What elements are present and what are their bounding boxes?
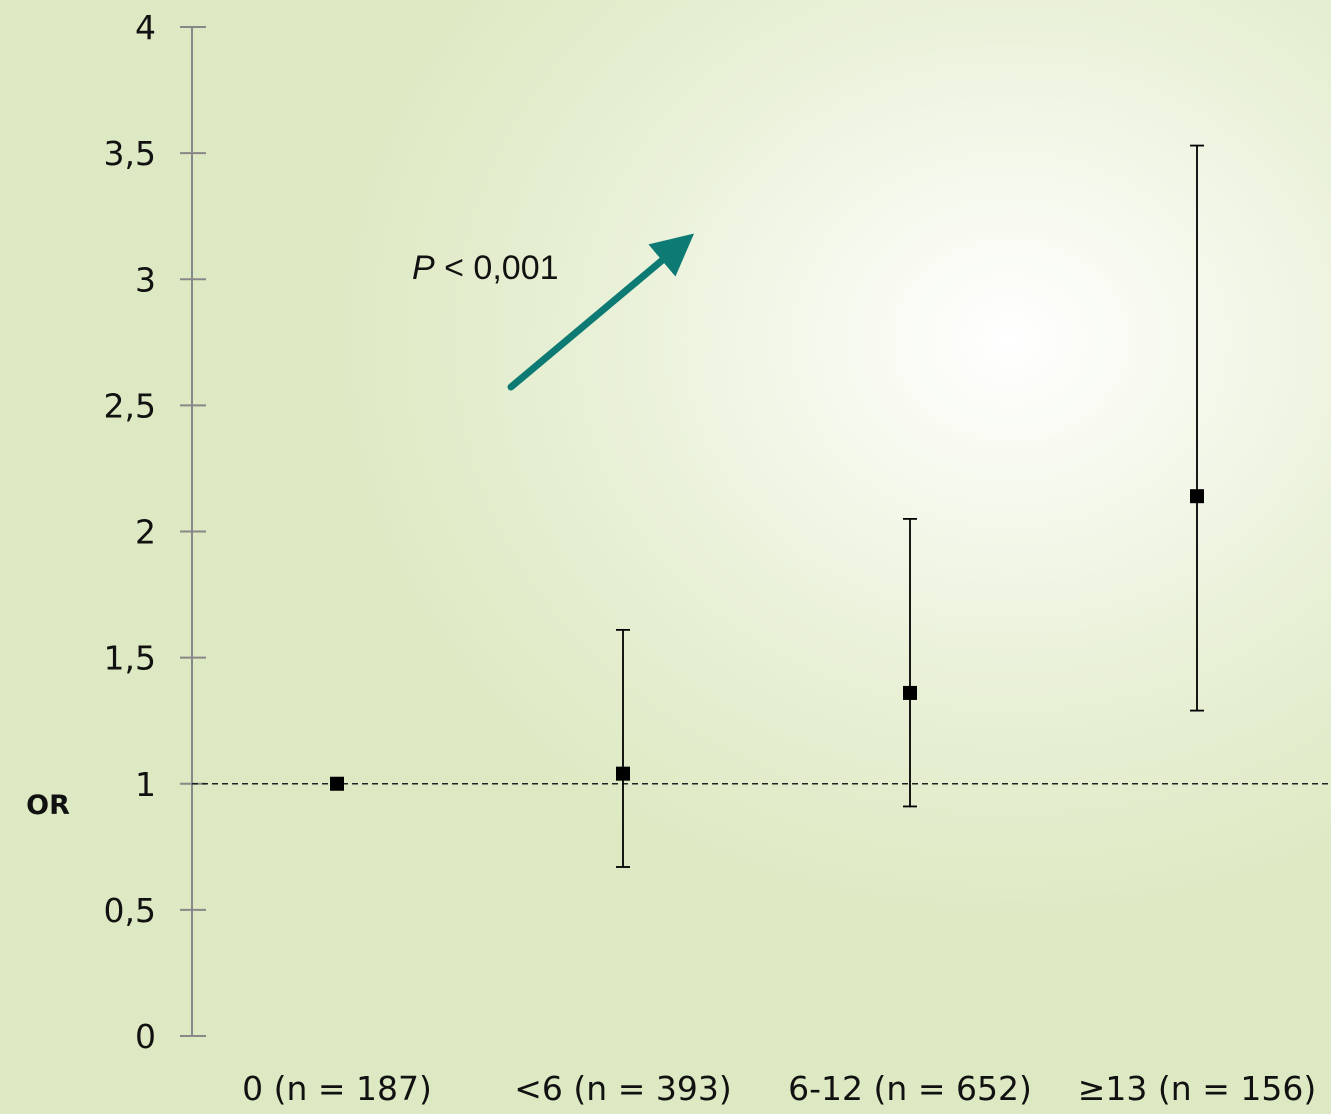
x-tick-labels: 0 (n = 187) <6 (n = 393) 6-12 (n = 652) ≥13… bbox=[242, 1069, 1316, 1108]
p-symbol: P bbox=[412, 249, 435, 287]
y-tick-label: 1 bbox=[135, 765, 156, 804]
x-tick-label: <6 (n = 393) bbox=[514, 1069, 731, 1108]
y-tick-label: 3 bbox=[135, 260, 156, 299]
y-tick-label: 2,5 bbox=[104, 386, 156, 425]
odds-ratio-point bbox=[616, 766, 630, 781]
y-tick-label: 1,5 bbox=[104, 639, 156, 678]
trend-arrow bbox=[507, 233, 695, 391]
y-axis-label: OR bbox=[26, 790, 70, 821]
odds-ratio-point bbox=[1190, 489, 1204, 504]
x-tick-label: 6-12 (n = 652) bbox=[788, 1069, 1032, 1108]
data-points bbox=[330, 144, 1204, 868]
y-tick-label: 3,5 bbox=[104, 134, 156, 173]
odds-ratio-point bbox=[330, 776, 344, 791]
x-tick-label: 0 (n = 187) bbox=[242, 1069, 432, 1108]
y-tick-label: 0,5 bbox=[104, 891, 156, 930]
x-tick-label: ≥13 (n = 156) bbox=[1078, 1069, 1316, 1108]
y-tick-label: 4 bbox=[135, 8, 156, 47]
odds-ratio-point bbox=[903, 685, 917, 700]
y-tick-label: 2 bbox=[135, 513, 156, 552]
y-tick-label: 0 bbox=[135, 1017, 156, 1056]
p-value-annotation: P < 0,001 bbox=[412, 249, 559, 287]
y-ticks: 0 0,5 1 1,5 2 2,5 3 3,5 4 bbox=[104, 8, 206, 1056]
p-value-text: < 0,001 bbox=[435, 249, 559, 287]
